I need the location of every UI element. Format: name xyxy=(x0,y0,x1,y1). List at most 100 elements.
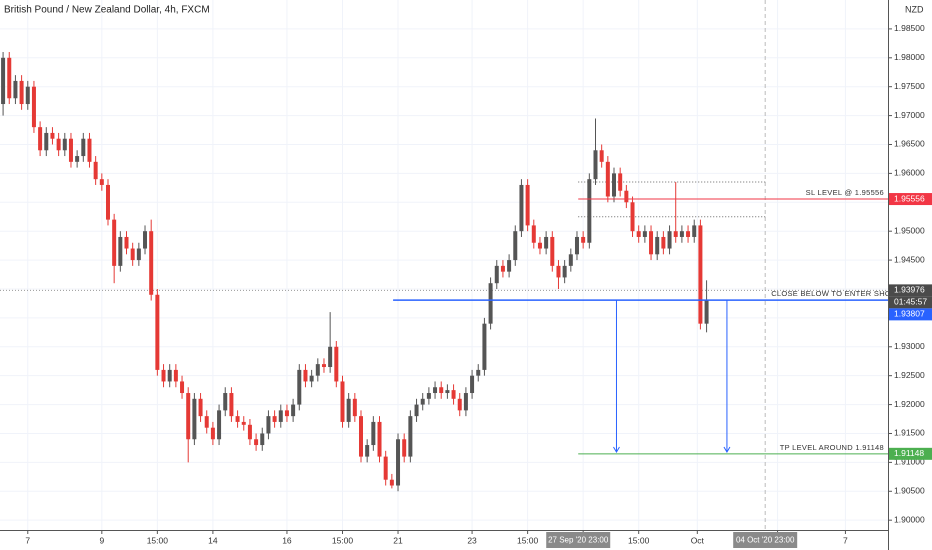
candle-body xyxy=(383,456,388,480)
candle-body xyxy=(618,173,623,191)
candle-body xyxy=(223,393,228,411)
x-highlight-label: 04 Oct '20 23:00 xyxy=(736,536,795,545)
candle-body xyxy=(457,398,462,411)
candle-body xyxy=(124,236,129,249)
candle-body xyxy=(667,231,672,249)
candle-body xyxy=(334,346,339,382)
candle-body xyxy=(500,265,505,272)
x-highlight-box xyxy=(546,532,611,548)
candle-body xyxy=(340,381,345,422)
level-axis-label-box xyxy=(889,308,932,321)
candle-body xyxy=(414,404,419,417)
candle-body xyxy=(562,265,567,278)
candle-body xyxy=(229,393,234,417)
candle-body xyxy=(581,236,586,243)
plot-area: SL LEVEL @ 1.95556 CLOSE BELOW TO ENTER S… xyxy=(0,0,908,530)
level-axis-label-box xyxy=(889,193,932,206)
candle-body xyxy=(420,398,425,405)
level-label: SL LEVEL @ 1.95556 xyxy=(806,188,884,197)
x-highlight-label: 27 Sep '20 23:00 xyxy=(548,536,609,545)
candle-body xyxy=(81,138,86,157)
price-axis-label-box xyxy=(889,284,932,297)
x-tick-label: 15:00 xyxy=(517,535,539,545)
level-axis-label: 1.91148 xyxy=(894,448,924,458)
candle-body xyxy=(389,479,394,486)
x-tick-label: 15:00 xyxy=(628,535,650,545)
price-axis-label: 1.93976 xyxy=(894,285,925,295)
candle-body xyxy=(173,369,178,382)
level-axis-label-box xyxy=(889,447,932,460)
candle-body xyxy=(352,398,357,417)
candle-body xyxy=(284,410,289,417)
y-tick-label: 1.91000 xyxy=(894,457,925,467)
candle-body xyxy=(371,421,376,446)
candle-body xyxy=(698,225,703,324)
candle-body xyxy=(408,416,413,457)
candle-body xyxy=(50,132,55,139)
candle-body xyxy=(247,424,252,440)
candle-body xyxy=(31,86,36,128)
candle-body xyxy=(655,236,660,255)
candle-body xyxy=(612,173,617,197)
y-tick-label: 1.90500 xyxy=(894,486,925,496)
chart-title: British Pound / New Zealand Dollar, 4h, … xyxy=(4,5,210,16)
y-tick-label: 1.92500 xyxy=(894,370,925,380)
candle-body xyxy=(309,375,314,382)
candle-body xyxy=(624,190,629,203)
candle-body xyxy=(451,390,456,399)
candle-body xyxy=(161,369,166,382)
x-highlight-box xyxy=(733,532,798,548)
candle-body xyxy=(550,236,555,266)
candle-body xyxy=(105,184,110,220)
candle-body xyxy=(235,416,240,422)
candle-body xyxy=(56,138,61,151)
candle-body xyxy=(482,323,487,370)
candle-body xyxy=(315,364,320,376)
candle-body xyxy=(396,439,401,486)
candle-body xyxy=(13,80,18,99)
x-tick-label: 7 xyxy=(25,535,30,545)
y-tick-label: 1.98500 xyxy=(894,23,925,33)
y-tick-label: 1.96000 xyxy=(894,168,925,178)
candle-body xyxy=(75,156,80,162)
y-tick-label: 1.90000 xyxy=(894,514,925,524)
candle-body xyxy=(649,231,654,255)
candle-body xyxy=(198,398,203,417)
candle-body xyxy=(112,219,117,266)
candle-body xyxy=(149,231,154,295)
candle-body xyxy=(544,236,549,249)
candle-body xyxy=(278,410,283,422)
candle-body xyxy=(192,398,197,440)
y-tick-label: 1.92000 xyxy=(894,399,925,409)
candle-body xyxy=(186,393,191,440)
candle-body xyxy=(692,225,697,237)
x-tick-label: 23 xyxy=(467,535,477,545)
candle-body xyxy=(593,150,598,180)
x-tick-label: Oct xyxy=(691,535,705,545)
candle-body xyxy=(686,231,691,237)
candle-body xyxy=(321,364,326,368)
x-tick-label: 7 xyxy=(843,535,848,545)
candle-body xyxy=(210,427,215,440)
candle-body xyxy=(537,242,542,249)
x-tick-label: 9 xyxy=(99,535,104,545)
candle-body xyxy=(19,80,24,105)
candle-body xyxy=(204,416,209,428)
level-axis-label: 1.93807 xyxy=(894,309,925,319)
candle-body xyxy=(68,138,73,162)
candle-body xyxy=(297,369,302,405)
candle-body xyxy=(365,445,370,457)
candle-body xyxy=(25,86,30,105)
x-tick-label: 14 xyxy=(208,535,218,545)
candle-body xyxy=(636,231,641,237)
candle-body xyxy=(556,265,561,278)
y-tick-label: 1.97000 xyxy=(894,110,925,120)
candle-body xyxy=(328,346,333,368)
candle-body xyxy=(488,283,493,324)
level-label: CLOSE BELOW TO ENTER SHORT T xyxy=(771,289,908,298)
candle-body xyxy=(167,369,172,382)
candle-body xyxy=(359,416,364,457)
arrow-head xyxy=(613,446,620,453)
